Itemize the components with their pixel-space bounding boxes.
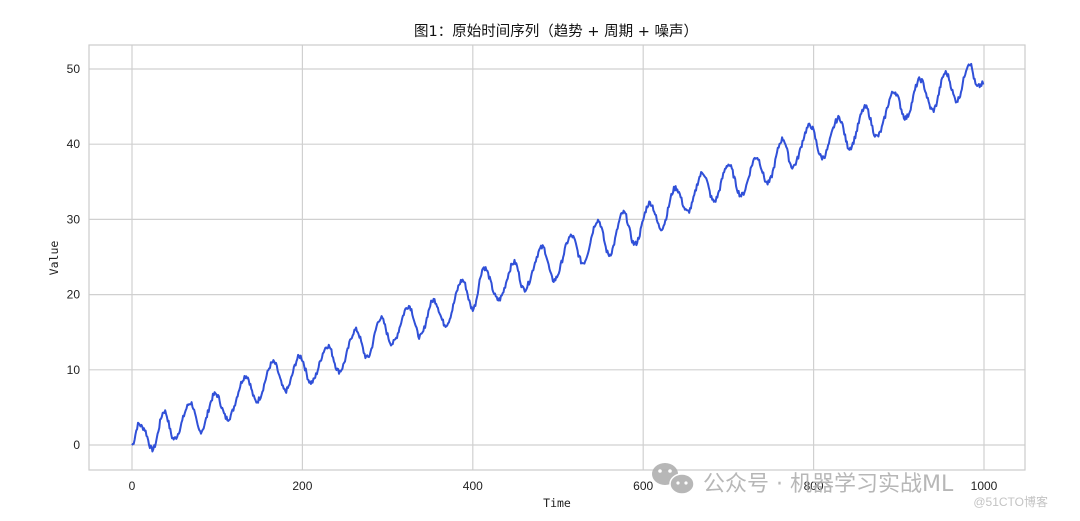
y-tick-label: 40 xyxy=(67,137,81,151)
y-tick-label: 50 xyxy=(67,62,81,76)
y-tick-label: 0 xyxy=(73,438,80,452)
x-tick-label: 200 xyxy=(292,479,312,493)
y-axis-label: Value xyxy=(47,241,61,276)
y-tick-label: 20 xyxy=(67,288,81,302)
x-tick-label: 1000 xyxy=(971,479,998,493)
watermark-source: @51CTO博客 xyxy=(973,494,1048,509)
y-tick-label: 10 xyxy=(67,363,81,377)
grid-lines xyxy=(89,45,1025,470)
watermark: 公众号 · 机器学习实战ML @51CTO博客 xyxy=(652,463,1048,509)
watermark-text: 公众号 · 机器学习实战ML xyxy=(703,472,954,497)
y-axis-ticks: 0 10 20 30 40 50 xyxy=(67,62,81,452)
data-line xyxy=(131,62,985,453)
x-tick-label: 0 xyxy=(129,479,136,493)
plot-frame xyxy=(88,44,1026,471)
y-tick-label: 30 xyxy=(67,212,81,226)
x-axis-label: Time xyxy=(543,496,571,510)
x-axis-ticks: 0 200 400 600 800 1000 xyxy=(129,479,998,493)
wechat-icon xyxy=(652,463,695,495)
x-tick-label: 600 xyxy=(633,479,653,493)
x-tick-label: 400 xyxy=(463,479,483,493)
x-tick-label: 800 xyxy=(804,479,824,493)
chart-title: 图1：原始时间序列（趋势 + 周期 + 噪声） xyxy=(414,22,698,40)
